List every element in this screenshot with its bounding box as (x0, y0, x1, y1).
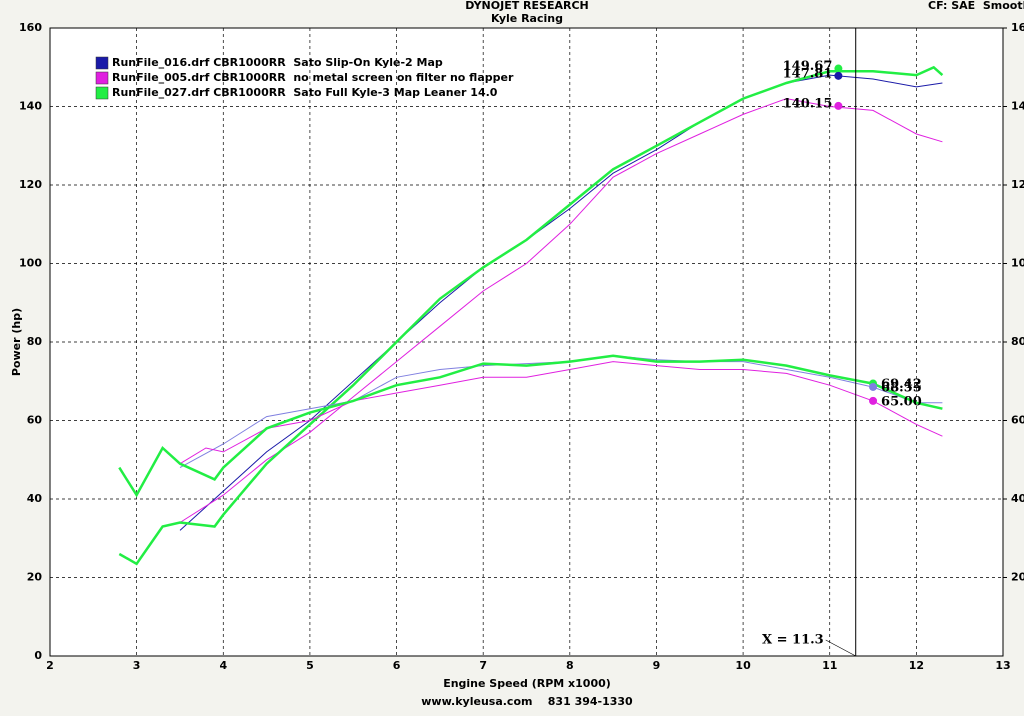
chart-subtitle: Kyle Racing (491, 12, 563, 25)
x-tick-label: 10 (735, 659, 751, 672)
annotation-label: 68.55 (881, 380, 922, 395)
corner-note: CF: SAE Smoothin (928, 0, 1024, 12)
y2-tick-label: 120 (1011, 178, 1024, 191)
y2-tick-label: 40 (1011, 492, 1024, 505)
annotation-label: 65.00 (881, 394, 922, 409)
legend-label: RunFile_005.drf CBR1000RR no metal scree… (112, 71, 514, 84)
y2-tick-label: 100 (1011, 257, 1024, 270)
y-tick-label: 80 (27, 335, 43, 348)
annotation-marker (834, 101, 843, 110)
series-line (179, 98, 943, 523)
y-axis-label: Power (hp) (10, 308, 23, 376)
cursor-label: X = 11.3 (762, 633, 824, 648)
annotation-label: 149.67 (783, 59, 833, 74)
y2-tick-label: 20 (1011, 571, 1024, 584)
x-tick-label: 5 (306, 659, 314, 672)
y-tick-label: 120 (19, 178, 42, 191)
x-tick-label: 3 (133, 659, 141, 672)
legend-swatch (95, 86, 109, 100)
legend-label: RunFile_027.drf CBR1000RR Sato Full Kyle… (112, 86, 498, 99)
x-tick-label: 2 (46, 659, 54, 672)
x-axis-label: Engine Speed (RPM x1000) (443, 677, 611, 690)
y-tick-label: 160 (19, 21, 42, 34)
y2-tick-label: 140 (1011, 100, 1024, 113)
legend-swatch (95, 56, 109, 70)
y-tick-label: 40 (27, 492, 43, 505)
x-tick-label: 12 (909, 659, 924, 672)
y2-tick-label: 80 (1011, 335, 1024, 348)
x-tick-label: 6 (393, 659, 401, 672)
y-tick-label: 60 (27, 414, 43, 427)
x-tick-label: 8 (566, 659, 574, 672)
x-tick-label: 7 (479, 659, 487, 672)
annotation-marker (834, 71, 843, 80)
cursor-pointer (825, 639, 856, 657)
annotation-label: 147.81 (783, 66, 833, 81)
y-tick-label: 100 (19, 257, 42, 270)
x-tick-label: 11 (822, 659, 837, 672)
x-tick-label: 4 (219, 659, 227, 672)
legend-label: RunFile_016.drf CBR1000RR Sato Slip-On K… (112, 56, 443, 69)
x-tick-label: 9 (653, 659, 661, 672)
annotation-marker (834, 64, 843, 73)
y-tick-label: 140 (19, 100, 42, 113)
x-tick-label: 13 (995, 659, 1010, 672)
series-line (118, 354, 943, 498)
y2-tick-label: 60 (1011, 414, 1024, 427)
y-tick-label: 0 (34, 649, 42, 662)
annotation-label: 69.42 (881, 377, 922, 392)
y2-tick-label: 160 (1011, 21, 1024, 34)
annotation-label: 140.15 (783, 96, 833, 111)
chart-title: DYNOJET RESEARCH (465, 0, 588, 12)
legend-swatch (95, 71, 109, 85)
footer: www.kyleusa.com 831 394-1330 (421, 695, 633, 708)
y-tick-label: 20 (27, 571, 43, 584)
annotation-marker (869, 382, 878, 391)
annotation-marker (869, 396, 878, 405)
